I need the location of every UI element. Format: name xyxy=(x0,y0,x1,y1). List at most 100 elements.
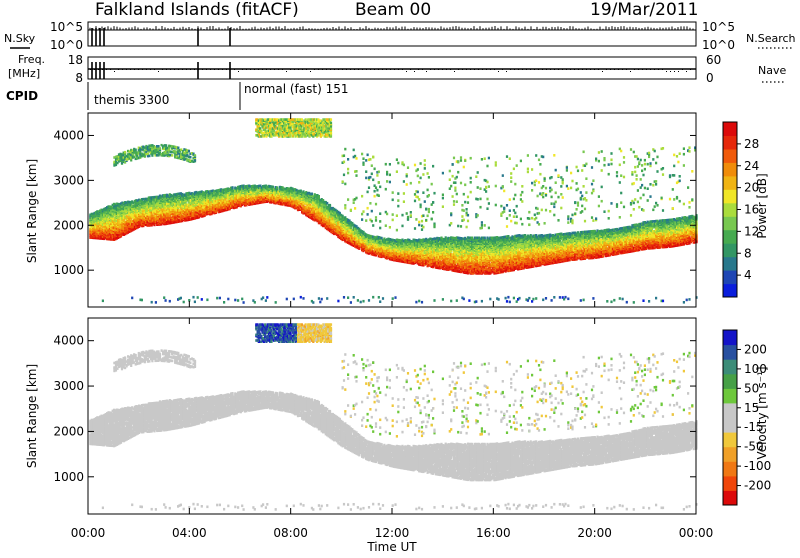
nave-sample xyxy=(490,69,491,70)
power-cell xyxy=(368,299,370,302)
nave-sample xyxy=(634,69,635,70)
nave-sample xyxy=(646,69,647,70)
power-cell xyxy=(344,183,346,186)
nave-sample xyxy=(598,69,599,70)
power-cell xyxy=(365,219,367,222)
nave-sample xyxy=(438,69,439,70)
nave-sample xyxy=(486,69,487,70)
power-cell xyxy=(347,198,349,201)
power-cell xyxy=(354,155,356,158)
nave-sample xyxy=(278,69,279,70)
nave-sample xyxy=(530,69,531,70)
power-cell xyxy=(362,157,364,160)
power-cell xyxy=(302,297,304,300)
power-cell xyxy=(337,300,339,303)
power-cell xyxy=(329,204,331,207)
power-cell xyxy=(371,173,373,176)
power-cell xyxy=(378,171,380,174)
nave-sample xyxy=(382,69,383,70)
nave-sample xyxy=(622,69,623,70)
nave-sample xyxy=(462,69,463,70)
nave-sample xyxy=(178,69,179,70)
nave-sample xyxy=(286,71,287,72)
nave-sample xyxy=(674,71,675,72)
power-cell xyxy=(389,181,391,184)
nave-sample xyxy=(554,69,555,70)
nave-sample xyxy=(690,69,691,70)
power-cell xyxy=(353,296,355,299)
power-cell xyxy=(374,195,376,198)
nave-sample xyxy=(402,69,403,70)
power-cell xyxy=(343,154,345,157)
nave-sample xyxy=(426,71,427,72)
nave-sample xyxy=(658,69,659,70)
nave-sample xyxy=(150,69,151,70)
nave-sample xyxy=(370,69,371,70)
power-cell xyxy=(361,213,363,216)
power-cell xyxy=(169,300,171,303)
nave-sample xyxy=(610,69,611,70)
nave-sample xyxy=(266,69,267,70)
nave-sample xyxy=(314,69,315,70)
nave-sample xyxy=(394,69,395,70)
power-cell xyxy=(347,172,349,175)
nave-sample xyxy=(298,69,299,70)
power-cell xyxy=(355,174,357,177)
power-cell xyxy=(347,296,349,299)
power-cell xyxy=(378,194,380,197)
power-cell xyxy=(378,296,380,299)
power-cell xyxy=(386,171,388,174)
nave-sample xyxy=(162,69,163,70)
nave-sample xyxy=(446,69,447,70)
nave-sample xyxy=(114,71,115,72)
power-cell xyxy=(321,298,323,301)
power-cell xyxy=(357,299,359,302)
power-cell xyxy=(223,301,225,304)
nave-sample xyxy=(626,69,627,70)
noise-right-tick-bottom: 10^0 xyxy=(702,38,735,52)
nave-sample xyxy=(578,69,579,70)
power-cell xyxy=(180,297,182,300)
nave-sample xyxy=(454,71,455,72)
power-cell xyxy=(394,296,396,299)
nave-sample xyxy=(274,69,275,70)
nave-sample xyxy=(186,69,187,70)
nave-sample xyxy=(262,69,263,70)
nave-sample xyxy=(362,69,363,70)
power-cell xyxy=(367,154,369,157)
nave-sample xyxy=(422,69,423,70)
power-cell xyxy=(361,153,363,156)
nave-sample xyxy=(550,69,551,70)
nave-sample xyxy=(294,69,295,70)
nave-sample xyxy=(522,69,523,70)
nave-sample xyxy=(122,69,123,70)
nave-sample xyxy=(126,69,127,70)
n-search-label: N.Search xyxy=(746,32,796,45)
power-cell xyxy=(311,193,313,196)
power-cell xyxy=(216,297,218,300)
power-cell xyxy=(361,195,363,198)
nave-sample xyxy=(154,69,155,70)
nave-sample xyxy=(214,69,215,70)
nave-sample xyxy=(518,69,519,70)
power-cell xyxy=(374,190,376,193)
nave-sample xyxy=(354,69,355,70)
power-cell xyxy=(371,210,373,213)
n-sky-label: N.Sky xyxy=(4,32,36,45)
frequency-trace xyxy=(88,62,696,79)
power-cell xyxy=(367,213,369,216)
power-cell xyxy=(266,296,268,299)
nave-sample xyxy=(398,69,399,70)
power-cell xyxy=(197,296,199,299)
freq-label: Freq. xyxy=(18,53,45,66)
nave-sample xyxy=(326,69,327,70)
power-cell xyxy=(131,297,133,300)
power-cell xyxy=(372,179,374,182)
cpid-panel: CPID themis 3300 normal (fast) 151 xyxy=(6,82,348,110)
power-cell xyxy=(241,298,243,301)
power-cell xyxy=(206,299,208,302)
nave-sample xyxy=(158,71,159,72)
nave-sample xyxy=(282,69,283,70)
power-cell xyxy=(375,203,377,206)
